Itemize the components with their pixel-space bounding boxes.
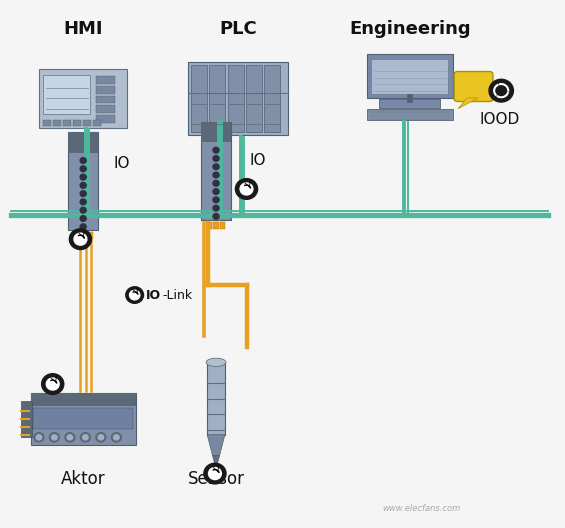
Text: www.elecfans.com: www.elecfans.com: [382, 504, 460, 513]
Bar: [201, 121, 231, 220]
Circle shape: [69, 229, 92, 250]
Circle shape: [98, 435, 103, 440]
Bar: [191, 65, 207, 132]
Circle shape: [213, 164, 219, 169]
Circle shape: [213, 156, 219, 161]
Bar: [96, 115, 115, 123]
Circle shape: [114, 435, 119, 440]
Bar: [93, 120, 101, 126]
Circle shape: [80, 158, 86, 163]
Circle shape: [126, 287, 144, 303]
FancyBboxPatch shape: [39, 69, 128, 128]
Circle shape: [111, 432, 121, 442]
Circle shape: [80, 224, 86, 230]
Circle shape: [213, 213, 219, 219]
Polygon shape: [212, 456, 220, 468]
Bar: [96, 86, 115, 93]
Bar: [207, 362, 225, 435]
Circle shape: [80, 191, 86, 196]
Text: IO: IO: [114, 156, 130, 171]
Bar: [20, 401, 32, 437]
Circle shape: [489, 79, 514, 102]
Bar: [371, 59, 449, 95]
Circle shape: [80, 199, 86, 205]
Bar: [87, 232, 93, 239]
Circle shape: [213, 147, 219, 153]
Circle shape: [213, 197, 219, 203]
Bar: [380, 99, 440, 108]
Circle shape: [129, 290, 140, 300]
Circle shape: [80, 432, 90, 442]
Bar: [210, 65, 225, 132]
FancyBboxPatch shape: [454, 71, 493, 101]
Polygon shape: [458, 98, 478, 109]
Bar: [31, 393, 136, 407]
Bar: [68, 132, 98, 230]
Circle shape: [36, 435, 42, 440]
Text: PLC: PLC: [219, 20, 257, 37]
Bar: [367, 109, 453, 120]
Text: IO: IO: [146, 288, 161, 301]
Text: Sensor: Sensor: [188, 470, 245, 488]
Circle shape: [236, 178, 258, 199]
Bar: [68, 132, 98, 153]
Polygon shape: [207, 435, 225, 456]
Circle shape: [46, 378, 59, 390]
Bar: [201, 121, 231, 143]
Text: Engineering: Engineering: [349, 20, 471, 37]
Bar: [264, 65, 280, 132]
Bar: [207, 222, 212, 229]
Bar: [80, 232, 86, 239]
Circle shape: [204, 463, 226, 484]
Bar: [83, 120, 91, 126]
Bar: [367, 54, 453, 98]
Bar: [33, 408, 133, 429]
Bar: [246, 65, 262, 132]
Circle shape: [208, 468, 221, 479]
Bar: [74, 232, 79, 239]
Circle shape: [74, 233, 87, 245]
Bar: [44, 120, 51, 126]
Text: HMI: HMI: [63, 20, 103, 37]
Circle shape: [65, 432, 75, 442]
Bar: [73, 120, 81, 126]
Circle shape: [213, 205, 219, 211]
Circle shape: [82, 435, 88, 440]
Text: Aktor: Aktor: [61, 470, 106, 488]
Circle shape: [34, 432, 44, 442]
Circle shape: [67, 435, 73, 440]
Text: IOOD: IOOD: [479, 111, 519, 127]
Circle shape: [42, 374, 64, 394]
Bar: [96, 96, 115, 103]
Ellipse shape: [206, 358, 226, 366]
Circle shape: [213, 172, 219, 178]
Circle shape: [49, 432, 59, 442]
Bar: [188, 62, 288, 135]
Bar: [53, 120, 61, 126]
Circle shape: [96, 432, 106, 442]
Circle shape: [80, 215, 86, 221]
Circle shape: [213, 188, 219, 194]
Circle shape: [80, 208, 86, 213]
Text: -Link: -Link: [162, 288, 193, 301]
Bar: [96, 76, 115, 83]
Bar: [63, 120, 71, 126]
Circle shape: [240, 183, 253, 195]
Circle shape: [80, 183, 86, 188]
Circle shape: [51, 435, 57, 440]
Bar: [220, 222, 225, 229]
Bar: [228, 65, 244, 132]
Bar: [214, 222, 219, 229]
Bar: [44, 75, 90, 114]
Circle shape: [80, 174, 86, 180]
Circle shape: [213, 181, 219, 186]
Circle shape: [80, 166, 86, 172]
Bar: [96, 106, 115, 113]
FancyBboxPatch shape: [31, 393, 136, 445]
Text: IO: IO: [249, 153, 266, 168]
